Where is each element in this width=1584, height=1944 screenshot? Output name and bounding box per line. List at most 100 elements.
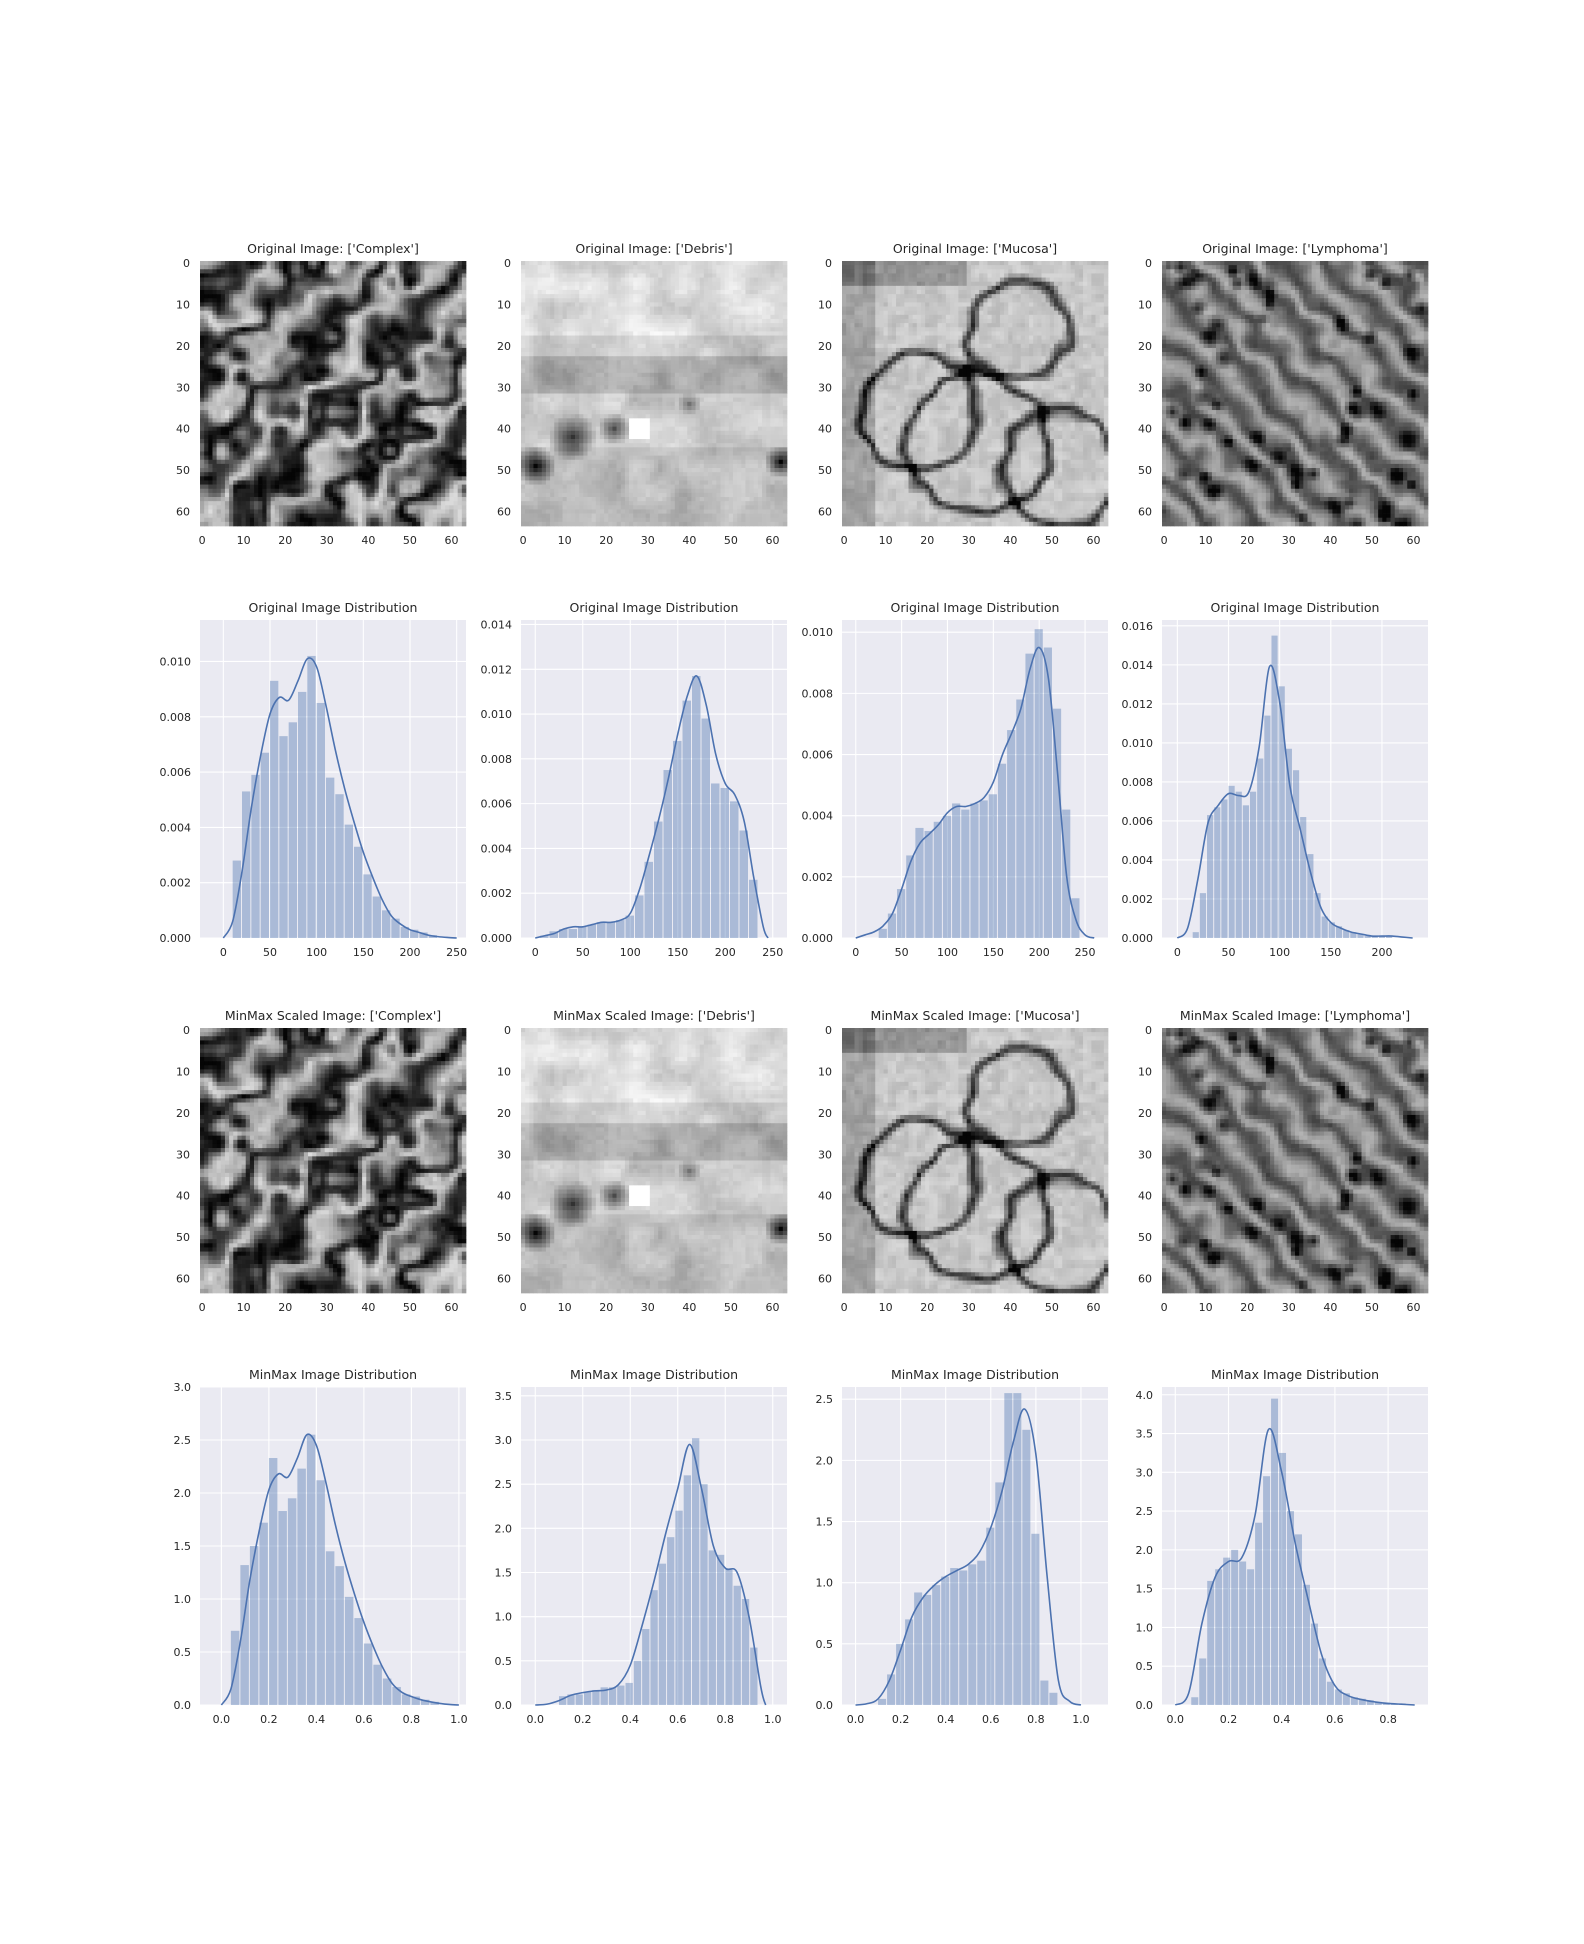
image-pixel: [337, 336, 342, 340]
image-pixel: [345, 290, 350, 294]
image-pixel: [271, 476, 276, 480]
image-pixel: [391, 447, 396, 451]
image-pixel: [267, 410, 272, 414]
image-pixel: [383, 331, 388, 335]
image-pixel: [258, 352, 263, 356]
image-pixel: [366, 369, 371, 373]
image-pixel: [204, 414, 209, 418]
image-pixel: [279, 476, 284, 480]
image-pixel: [408, 501, 413, 505]
image-pixel: [708, 294, 713, 298]
image-pixel: [379, 298, 384, 302]
image-pixel: [424, 344, 429, 348]
image-pixel: [283, 443, 288, 447]
image-pixel: [404, 265, 409, 269]
image-pixel: [429, 307, 434, 311]
image-pixel: [296, 394, 301, 398]
image-pixel: [458, 302, 463, 306]
image-pixel: [424, 468, 429, 472]
image-pixel: [287, 456, 292, 460]
image-pixel: [237, 311, 242, 315]
image-pixel: [454, 431, 459, 435]
image-pixel: [387, 414, 392, 418]
image-pixel: [258, 377, 263, 381]
image-pixel: [329, 414, 334, 418]
image-pixel: [242, 352, 247, 356]
image-pixel: [708, 286, 713, 290]
image-pixel: [308, 352, 313, 356]
image-pixel: [254, 431, 259, 435]
image-pixel: [267, 265, 272, 269]
image-pixel: [433, 356, 438, 360]
image-pixel: [304, 398, 309, 402]
image-pixel: [200, 286, 205, 290]
image-pixel: [424, 298, 429, 302]
image-pixel: [267, 406, 272, 410]
image-pixel: [333, 377, 338, 381]
image-pixel: [296, 344, 301, 348]
image-pixel: [250, 418, 255, 422]
image-pixel: [358, 406, 363, 410]
image-pixel: [379, 348, 384, 352]
image-pixel: [395, 456, 400, 460]
image-pixel: [404, 331, 409, 335]
image-pixel: [416, 480, 421, 484]
image-pixel: [575, 298, 580, 302]
image-pixel: [729, 269, 734, 273]
image-pixel: [329, 406, 334, 410]
image-pixel: [321, 456, 326, 460]
image-pixel: [296, 522, 301, 526]
image-pixel: [237, 385, 242, 389]
image-pixel: [375, 323, 380, 327]
image-pixel: [779, 298, 784, 302]
image-pixel: [329, 315, 334, 319]
image-pixel: [420, 460, 425, 464]
x-tick-label: 20: [278, 534, 292, 547]
image-pixel: [408, 319, 413, 323]
image-pixel: [404, 406, 409, 410]
image-pixel: [221, 307, 226, 311]
image-pixel: [287, 344, 292, 348]
image-pixel: [395, 443, 400, 447]
image-pixel: [449, 518, 454, 522]
image-pixel: [687, 265, 692, 269]
image-pixel: [575, 278, 580, 282]
image-pixel: [225, 331, 230, 335]
image-pixel: [445, 290, 450, 294]
image-pixel: [420, 501, 425, 505]
image-pixel: [221, 456, 226, 460]
image-pixel: [362, 273, 367, 277]
image-pixel: [300, 394, 305, 398]
image-pixel: [300, 431, 305, 435]
image-pixel: [366, 307, 371, 311]
image-pixel: [458, 385, 463, 389]
image-pixel: [529, 269, 534, 273]
image-pixel: [217, 377, 222, 381]
image-pixel: [345, 406, 350, 410]
image-pixel: [400, 414, 405, 418]
image-pixel: [437, 476, 442, 480]
image-pixel: [571, 307, 576, 311]
image-pixel: [445, 414, 450, 418]
image-pixel: [583, 273, 588, 277]
image-pixel: [242, 460, 247, 464]
image-pixel: [221, 451, 226, 455]
image-pixel: [345, 307, 350, 311]
image-pixel: [291, 447, 296, 451]
image-pixel: [533, 286, 538, 290]
image-pixel: [424, 307, 429, 311]
image-pixel: [233, 518, 238, 522]
image-pixel: [291, 485, 296, 489]
image-pixel: [229, 514, 234, 518]
image-pixel: [304, 331, 309, 335]
image-pixel: [762, 302, 767, 306]
image-pixel: [358, 402, 363, 406]
image-pixel: [725, 282, 730, 286]
image-pixel: [316, 443, 321, 447]
image-pixel: [449, 381, 454, 385]
image-pixel: [300, 294, 305, 298]
image-pixel: [433, 447, 438, 451]
image-pixel: [458, 464, 463, 468]
image-pixel: [350, 381, 355, 385]
image-pixel: [646, 290, 651, 294]
